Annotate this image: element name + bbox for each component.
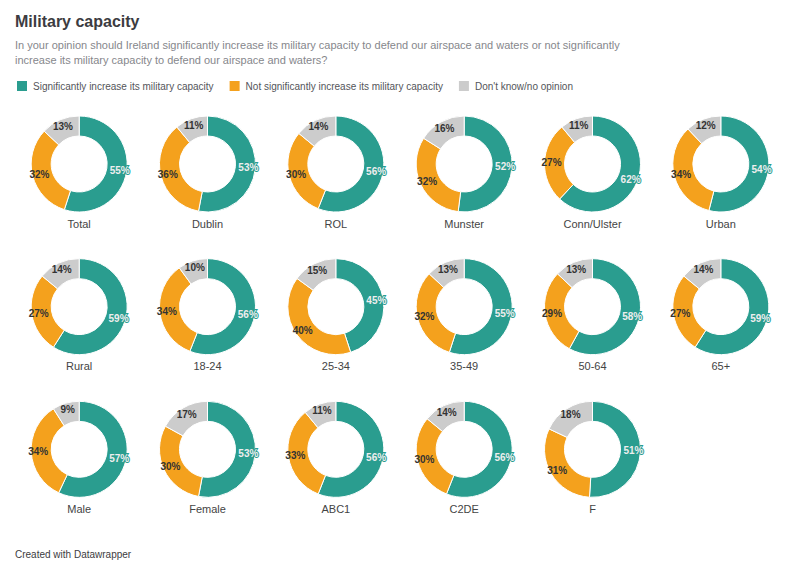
svg-text:Created with Datawrapper: Created with Datawrapper [15,549,132,560]
svg-text:12%: 12% [696,120,716,131]
svg-text:36%: 36% [158,169,178,180]
svg-text:18%: 18% [561,409,581,420]
svg-text:Conn/Ulster: Conn/Ulster [563,218,621,230]
svg-text:13%: 13% [53,121,73,132]
svg-text:Male: Male [67,503,91,515]
svg-text:14%: 14% [308,121,328,132]
svg-text:52%: 52% [495,161,515,172]
svg-text:54%: 54% [752,164,772,175]
svg-text:35-49: 35-49 [450,360,478,372]
svg-text:34%: 34% [671,169,691,180]
svg-text:27%: 27% [29,308,49,319]
svg-text:Rural: Rural [66,360,92,372]
svg-text:13%: 13% [438,264,458,275]
svg-text:30%: 30% [160,461,180,472]
svg-text:13%: 13% [566,264,586,275]
svg-text:51%: 51% [623,445,643,456]
svg-text:27%: 27% [670,308,690,319]
svg-text:14%: 14% [437,407,457,418]
svg-text:56%: 56% [366,452,386,463]
svg-text:increase its military capacity: increase its military capacity to defend… [15,54,327,66]
svg-text:In your opinion should Ireland: In your opinion should Ireland significa… [15,39,620,51]
svg-text:Urban: Urban [706,218,736,230]
svg-text:56%: 56% [366,166,386,177]
svg-text:59%: 59% [109,313,129,324]
svg-text:65+: 65+ [711,360,730,372]
svg-text:10%: 10% [185,262,205,273]
svg-text:32%: 32% [414,311,434,322]
svg-text:14%: 14% [693,264,713,275]
svg-text:62%: 62% [621,174,641,185]
svg-text:50-64: 50-64 [578,360,606,372]
svg-text:53%: 53% [238,448,258,459]
svg-text:Significantly increase its mil: Significantly increase its military capa… [33,81,214,92]
svg-text:11%: 11% [312,405,332,416]
svg-text:Female: Female [189,503,226,515]
svg-text:30%: 30% [286,169,306,180]
svg-text:Don't know/no opinion: Don't know/no opinion [475,81,573,92]
svg-text:14%: 14% [52,264,72,275]
svg-text:58%: 58% [622,311,642,322]
svg-text:25-34: 25-34 [322,360,350,372]
svg-text:29%: 29% [542,308,562,319]
svg-text:18-24: 18-24 [193,360,221,372]
svg-text:ROL: ROL [325,218,348,230]
svg-text:Not significantly increase its: Not significantly increase its military … [246,81,443,92]
svg-text:ABC1: ABC1 [321,503,350,515]
svg-text:9%: 9% [61,404,76,415]
svg-text:17%: 17% [177,409,197,420]
svg-text:34%: 34% [157,306,177,317]
svg-text:Military capacity: Military capacity [15,13,140,30]
svg-text:31%: 31% [547,465,567,476]
svg-text:11%: 11% [569,120,589,131]
svg-text:53%: 53% [238,162,258,173]
svg-text:30%: 30% [414,454,434,465]
svg-text:40%: 40% [293,325,313,336]
svg-text:45%: 45% [366,295,386,306]
svg-text:16%: 16% [434,123,454,134]
svg-text:32%: 32% [29,169,49,180]
svg-text:34%: 34% [28,446,48,457]
svg-text:55%: 55% [495,308,515,319]
svg-text:55%: 55% [110,165,130,176]
svg-text:F: F [589,503,596,515]
svg-text:57%: 57% [109,453,129,464]
svg-text:56%: 56% [238,309,258,320]
svg-text:56%: 56% [494,452,514,463]
svg-text:Munster: Munster [444,218,484,230]
svg-text:32%: 32% [417,176,437,187]
svg-text:Total: Total [68,218,91,230]
svg-text:27%: 27% [542,157,562,168]
svg-text:C2DE: C2DE [449,503,478,515]
svg-text:15%: 15% [307,265,327,276]
svg-text:11%: 11% [184,120,204,131]
svg-text:Dublin: Dublin [192,218,223,230]
svg-text:33%: 33% [285,450,305,461]
svg-text:59%: 59% [750,313,770,324]
